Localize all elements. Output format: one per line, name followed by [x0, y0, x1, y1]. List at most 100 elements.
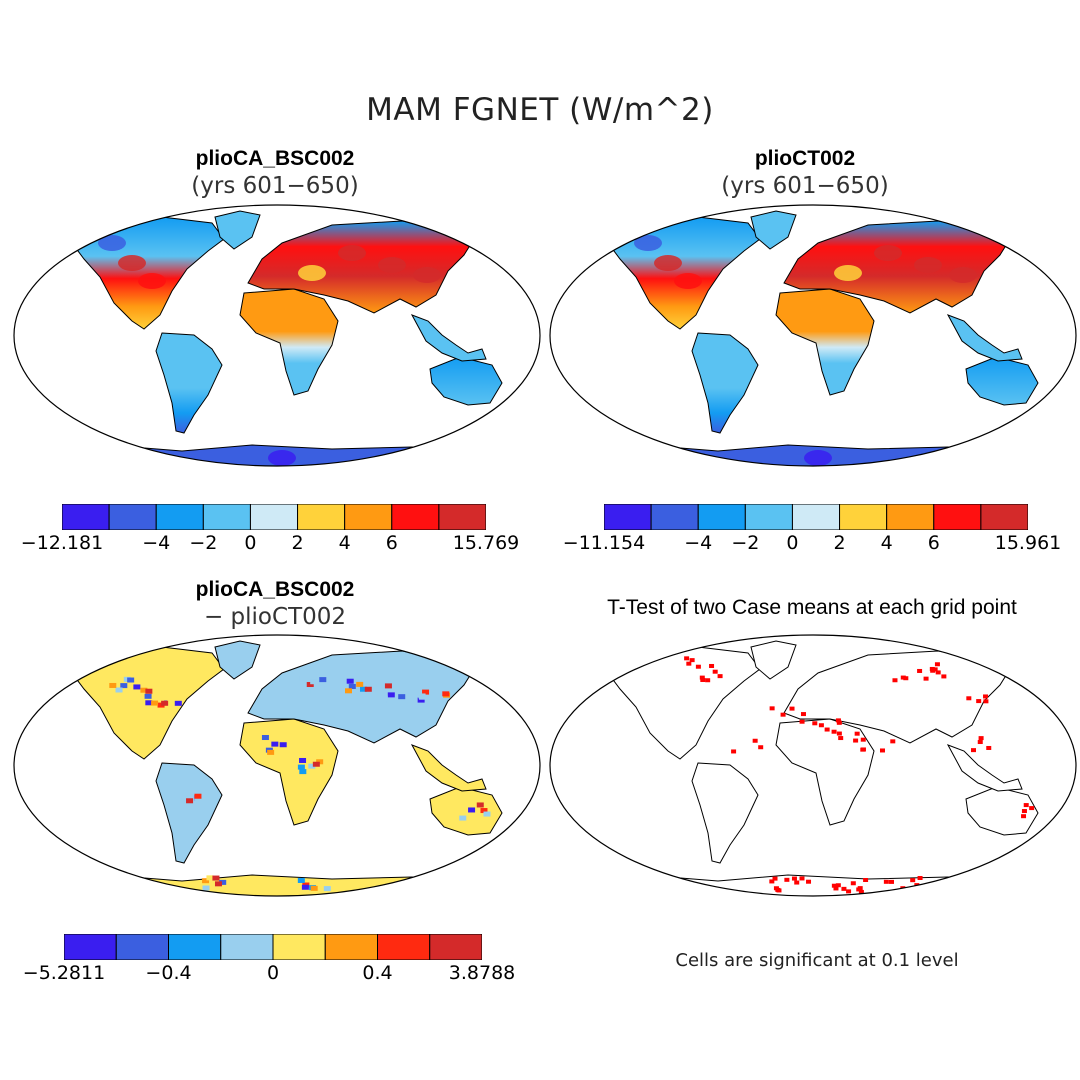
colorbar-tick-label: −11.154: [562, 532, 646, 554]
significant-cell: [856, 887, 862, 892]
significant-cell: [835, 883, 841, 888]
significant-cell: [806, 879, 812, 884]
colorbar-swatch: [391, 504, 440, 530]
diff-cell: [219, 879, 227, 885]
colorbar-tick-label: 0: [266, 962, 280, 984]
eurasia-landmass: [783, 220, 1011, 314]
diff-cell: [380, 695, 388, 701]
diff-cell: [174, 700, 182, 706]
colorbar-tick-label: 4: [338, 532, 351, 554]
namerica-landmass: [607, 216, 761, 330]
field-blotch: [338, 245, 366, 261]
colorbar-swatch: [168, 934, 222, 960]
map-content: [71, 210, 503, 466]
colorbar-swatch: [297, 504, 346, 530]
diff-cell: [127, 677, 135, 683]
australia-landmass: [429, 356, 503, 406]
africa-landmass: [239, 288, 339, 396]
panel-1-colorbar-labels: −12.181 −4 −2 0 2 4 6 15.769: [21, 532, 519, 558]
diff-cell: [299, 757, 307, 763]
significant-cell: [850, 881, 856, 886]
panel-3-colorbar: [64, 934, 482, 960]
significant-cell: [794, 880, 800, 885]
field-blotch: [118, 255, 146, 271]
significant-cell: [689, 658, 695, 663]
colorbar-tick-label: −4: [684, 532, 713, 554]
colorbar-tick-label: −2: [731, 532, 760, 554]
field-blotch: [914, 257, 942, 273]
diff-cell: [345, 688, 353, 694]
colorbar-swatch: [324, 934, 378, 960]
significant-cell: [935, 670, 941, 675]
map-border: [549, 204, 1077, 467]
colorbar-swatch: [933, 504, 982, 530]
significant-cell: [860, 747, 866, 752]
africa-landmass: [775, 288, 875, 396]
colorbar-swatch: [604, 504, 652, 530]
significant-cell: [791, 876, 797, 881]
significant-cell: [824, 727, 830, 732]
significant-cell: [838, 736, 844, 741]
diff-cell: [156, 699, 164, 705]
significant-cell: [836, 731, 842, 736]
colorbar-tick-label: 3.8788: [448, 962, 516, 984]
greenland-landmass: [214, 210, 261, 250]
significant-cell: [780, 712, 786, 717]
diff-cell: [418, 694, 426, 700]
significant-cell: [684, 656, 690, 661]
colorbar-swatch: [249, 504, 299, 530]
significant-cell: [717, 674, 723, 679]
colorbar-tick-label: 2: [833, 532, 846, 554]
colorbar-swatch: [64, 934, 117, 960]
significant-cell: [831, 729, 837, 734]
colorbar-tick-label: −12.181: [20, 532, 104, 554]
significant-cell: [699, 675, 705, 680]
samerica-landmass: [691, 332, 759, 434]
significant-cell: [863, 878, 869, 883]
colorbar-swatch: [438, 504, 486, 530]
field-blotch: [804, 450, 832, 466]
panel-2-colorbar-labels: −11.154 −4 −2 0 2 4 6 15.961: [563, 532, 1061, 558]
panel-2-colorbar: [604, 504, 1028, 530]
samerica-landmass: [155, 332, 223, 434]
diff-cell: [196, 799, 204, 805]
colorbar-tick-label: 15.961: [994, 532, 1062, 554]
panel-3-colorbar-labels: −5.2811 −0.4 0 0.4 3.8788: [23, 962, 515, 988]
colorbar-swatch: [155, 504, 204, 530]
map-border: [13, 204, 541, 467]
diff-cell: [403, 692, 411, 698]
panel-2-title: plioCT002: [754, 147, 856, 170]
significant-cell: [889, 879, 895, 884]
significant-cell: [917, 668, 923, 673]
significant-cell: [695, 664, 701, 669]
diff-cell: [133, 684, 141, 690]
significant-cell: [978, 736, 984, 741]
significant-cell: [731, 749, 737, 754]
significant-cell: [833, 886, 839, 891]
diff-cell: [161, 700, 169, 706]
significant-cell: [966, 696, 972, 701]
significant-cell: [934, 662, 940, 667]
field-blotch: [949, 267, 977, 283]
panel-3-subtitle: − plioCT002: [203, 604, 347, 630]
significant-cell: [835, 718, 841, 723]
significant-cell: [883, 879, 889, 884]
diff-cell: [359, 686, 367, 692]
africa-landmass: [239, 718, 339, 826]
eurasia-landmass: [247, 220, 475, 314]
significant-cell: [910, 878, 916, 883]
significant-cell: [909, 887, 915, 892]
colorbar-tick-label: 0.4: [362, 962, 393, 984]
significant-cell: [700, 677, 706, 682]
colorbar-swatch: [886, 504, 935, 530]
significant-cell: [831, 883, 837, 888]
significant-cell: [983, 694, 989, 699]
diff-cell: [157, 702, 165, 708]
significant-cell: [800, 712, 806, 717]
map-content: [71, 640, 503, 896]
significant-cell: [769, 706, 775, 711]
australia-landmass: [965, 356, 1039, 406]
significant-cell: [983, 699, 989, 704]
samerica-landmass: [691, 762, 759, 864]
significant-cell: [1029, 806, 1035, 811]
